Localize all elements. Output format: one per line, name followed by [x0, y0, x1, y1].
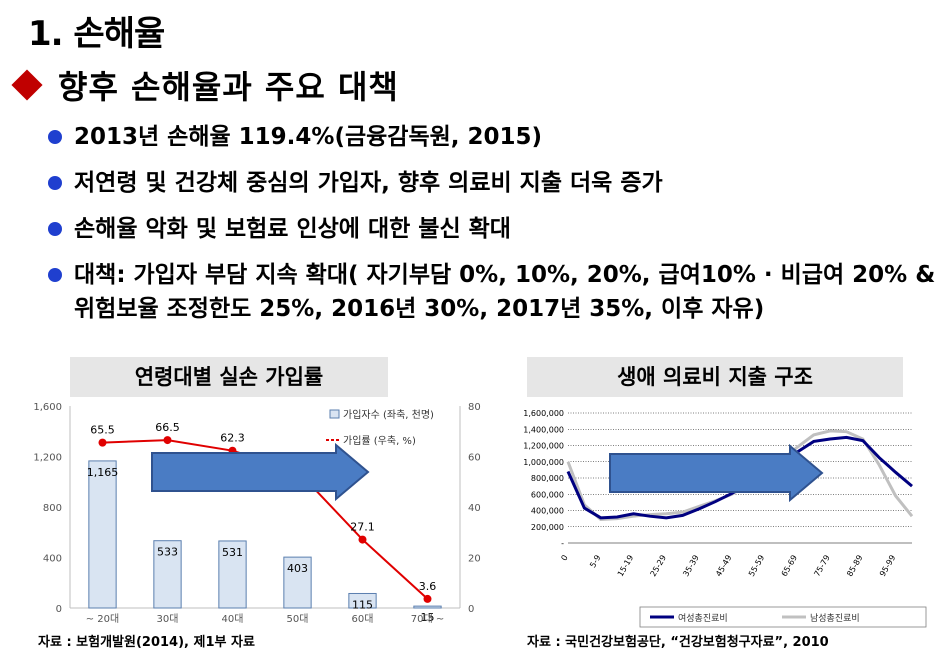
chart1-x-tick: 50대: [287, 613, 309, 625]
page-title: 1. 손해율: [28, 14, 165, 54]
bullet-item: 2013년 손해율 119.4%(금융감독원, 2015): [48, 120, 943, 154]
chart1-bar-label: 531: [222, 546, 243, 559]
section-heading-text: 향후 손해율과 주요 대책: [58, 68, 399, 106]
chart2-y-tick: 600,000: [531, 490, 564, 499]
chart1-bar: [283, 556, 312, 609]
chart1-x-tick: ~ 20대: [86, 613, 119, 625]
bullet-text: 손해율 악화 및 보험료 인상에 대한 불신 확대: [74, 216, 511, 242]
chart1-bar: [88, 460, 117, 609]
chart1-rate-point: [163, 436, 172, 445]
chart1-x-tick: 60대: [352, 613, 374, 625]
chart1-bar: [413, 605, 442, 609]
chart1-rate-label: 66.5: [155, 421, 180, 434]
chart2-y-tick: 800,000: [531, 474, 564, 483]
chart1-left-tick: 800: [43, 503, 62, 514]
chart2-source: 자료 : 국민건강보험공단, “건강보험청구자료”, 2010: [527, 635, 829, 650]
bullet-text: 대책: 가입자 부담 지속 확대( 자기부담 0%, 10%, 20%, 급여1…: [74, 262, 936, 322]
chart2-x-tick: 95-99: [878, 554, 897, 579]
chart1-right-tick: 80: [468, 402, 481, 413]
chart1-x-tick: 40대: [222, 613, 244, 625]
chart1-legend-line-label: 가입률 (우축, %): [343, 434, 416, 447]
bullet-dot-icon: [48, 176, 62, 190]
bullet-list: 2013년 손해율 119.4%(금융감독원, 2015) 저연령 및 건강체 …: [48, 120, 943, 338]
bullet-text: 저연령 및 건강체 중심의 가입자, 향후 의료비 지출 더욱 증가: [74, 170, 663, 196]
chart1-right-tick: 60: [468, 453, 481, 464]
chart2-x-tick: 55-59: [747, 554, 766, 579]
chart1-bar-label: 403: [287, 562, 308, 575]
chart2-legend-female-label: 여성총진료비: [678, 612, 728, 624]
chart2-x-tick: 0: [559, 554, 569, 563]
chart1-left-tick: 1,200: [33, 453, 62, 464]
chart1-rate-point: [98, 438, 107, 447]
chart1-source: 자료 : 보험개발원(2014), 제1부 자료: [38, 635, 255, 650]
chart2-x-tick: 15-19: [616, 554, 635, 579]
chart1-bar-label: 15: [421, 611, 435, 624]
chart2-x-tick: 25-29: [649, 554, 668, 579]
chart1-left-tick: 1,600: [33, 402, 62, 413]
chart1-bar-label: 115: [352, 598, 373, 611]
chart1-left-tick: 400: [43, 554, 62, 565]
chart1-x-tick: 30대: [157, 613, 179, 625]
chart1-rate-label: 3.6: [419, 580, 437, 593]
chart1-rate-label: 62.3: [220, 432, 245, 445]
chart2-y-tick: -: [561, 539, 564, 548]
chart2-trend-arrow: [609, 443, 824, 503]
chart1-bar-label: 533: [157, 546, 178, 559]
bullet-text: 2013년 손해율 119.4%(금융감독원, 2015): [74, 124, 543, 150]
chart1-legend-bar-label: 가입자수 (좌축, 천명): [343, 408, 434, 421]
chart1-legend-bar-swatch: [329, 409, 340, 419]
chart2-y-tick: 1,400,000: [523, 425, 564, 434]
chart1-rate-label: 27.1: [350, 521, 375, 534]
chart2-x-tick: 35-39: [681, 554, 700, 579]
chart1-left-tick: 0: [56, 604, 62, 615]
bullet-item: 손해율 악화 및 보험료 인상에 대한 불신 확대: [48, 212, 943, 246]
chart2-x-tick: 85-89: [845, 554, 864, 579]
chart2-x-tick: 5-9: [588, 554, 602, 570]
chart2-x-tick: 45-49: [714, 554, 733, 579]
bullet-dot-icon: [48, 130, 62, 144]
chart1-right-tick: 0: [468, 604, 474, 615]
chart1-bar-label: 1,165: [87, 466, 119, 479]
bullet-item: 저연령 및 건강체 중심의 가입자, 향후 의료비 지출 더욱 증가: [48, 166, 943, 200]
chart1-rate-label: 65.5: [90, 424, 115, 437]
chart1-right-tick: 20: [468, 554, 481, 565]
chart2-y-tick: 1,200,000: [523, 442, 564, 451]
bullet-dot-icon: [48, 268, 62, 282]
bullet-dot-icon: [48, 222, 62, 236]
chart1-bar: [348, 592, 377, 609]
section-heading: 향후 손해율과 주요 대책: [10, 62, 399, 108]
chart1-age-subscription: 0 400 800 1,200 1,600 0 20 40 60 80 1,165 ~ 20대 533 3…: [33, 402, 481, 625]
chart1-rate-point: [358, 535, 367, 544]
chart1-x-tick: 70대 ~: [411, 613, 444, 625]
chart2-lifetime-medical-cost: - 200,000 400,000 600,000 800,000 1,000,000 1,…: [523, 409, 927, 628]
chart1-bar: [218, 540, 247, 609]
chart2-y-tick: 400,000: [531, 507, 564, 516]
chart2-x-tick: 65-69: [780, 554, 799, 579]
chart1-title: 연령대별 실손 가입률: [70, 357, 388, 397]
bullet-item: 대책: 가입자 부담 지속 확대( 자기부담 0%, 10%, 20%, 급여1…: [48, 258, 943, 326]
chart1-rate-point: [423, 594, 432, 603]
chart2-legend-male-label: 남성총진료비: [810, 613, 860, 624]
chart1-bar: [153, 540, 182, 609]
diamond-bullet-icon: [11, 69, 43, 101]
chart2-y-tick: 1,600,000: [523, 409, 564, 418]
chart2-y-tick: 200,000: [531, 523, 564, 532]
chart2-x-tick: 75-79: [812, 554, 831, 579]
chart2-y-tick: 1,000,000: [523, 458, 564, 467]
chart1-right-tick: 40: [468, 503, 481, 514]
chart1-trend-arrow: [151, 442, 370, 502]
chart2-title: 생애 의료비 지출 구조: [527, 357, 903, 397]
